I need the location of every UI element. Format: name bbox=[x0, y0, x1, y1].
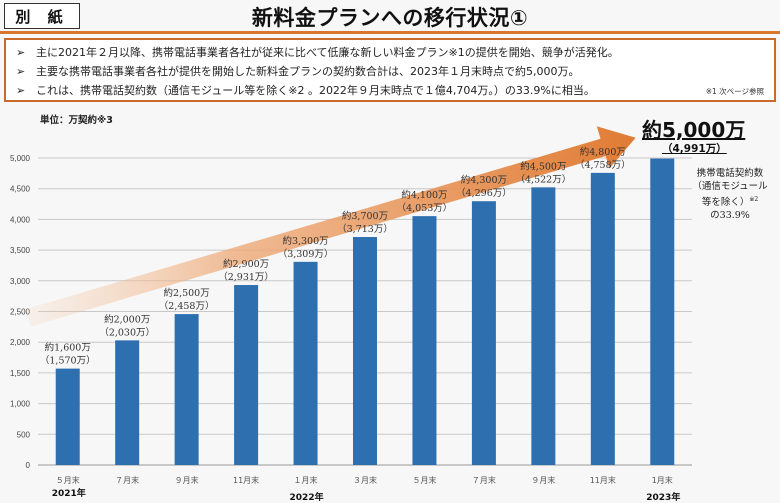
year-label: 2023年 bbox=[646, 493, 681, 503]
year-label: 2022年 bbox=[289, 493, 324, 503]
y-tick-label: 4,000 bbox=[10, 215, 31, 224]
data-label-exact: （4,522万） bbox=[516, 173, 572, 185]
data-label-approx: 約1,600万 bbox=[45, 342, 91, 354]
summary-text: 主に2021年２月以降、携帯電話事業者各社が従来に比べて低廉な新しい料金プラン※… bbox=[36, 46, 619, 59]
data-label-approx: 約3,300万 bbox=[282, 235, 328, 247]
y-tick-label: 2,500 bbox=[10, 308, 31, 317]
bar bbox=[234, 285, 259, 465]
y-tick-label: 4,500 bbox=[10, 185, 31, 194]
summary-text: これは、携帯電話契約数（通信モジュール等を除く※2 。2022年９月末時点で１億… bbox=[36, 84, 595, 97]
y-tick-label: 0 bbox=[26, 461, 31, 470]
unit-label: 単位：万契約※3 bbox=[40, 115, 113, 126]
bullet-arrow-icon: ➢ bbox=[16, 46, 26, 59]
bar bbox=[590, 172, 615, 465]
data-label-approx: 約2,500万 bbox=[164, 287, 210, 299]
x-tick-label: ７月末 bbox=[472, 475, 496, 485]
x-tick-label: ５月末 bbox=[412, 475, 436, 485]
x-tick-label: ７月末 bbox=[115, 475, 139, 485]
summary-line: ➢ 主に2021年２月以降、携帯電話事業者各社が従来に比べて低廉な新しい料金プラン… bbox=[16, 43, 766, 62]
data-label-approx: 約2,000万 bbox=[104, 313, 150, 325]
data-label-approx: 約4,100万 bbox=[401, 189, 447, 201]
data-label-exact: （2,030万） bbox=[99, 326, 155, 338]
data-label-exact: （3,713万） bbox=[337, 223, 393, 235]
x-tick-label: ９月末 bbox=[175, 475, 199, 485]
data-label-exact: （3,309万） bbox=[278, 248, 334, 260]
x-tick-label: 1月末 bbox=[652, 475, 673, 485]
footnote-ref: ※1 次ページ参照 bbox=[705, 87, 764, 96]
share-note-line: の33.9% bbox=[710, 210, 750, 222]
y-tick-label: 1,500 bbox=[10, 369, 31, 378]
x-tick-label: 11月末 bbox=[233, 475, 259, 485]
data-label-approx: 約4,300万 bbox=[461, 174, 507, 186]
y-tick-label: 2,000 bbox=[10, 338, 31, 347]
bars bbox=[55, 158, 675, 466]
bar bbox=[353, 237, 377, 465]
highlight-total-exact: （4,991万） bbox=[662, 143, 727, 155]
share-note-line: 携帯電話契約数 bbox=[696, 168, 764, 179]
y-tick-label: 5,000 bbox=[10, 154, 31, 163]
share-note: 携帯電話契約数 （通信モジュール 等を除く）※2 の33.9% bbox=[682, 167, 778, 222]
bar bbox=[115, 340, 140, 465]
bar bbox=[471, 201, 496, 466]
bar bbox=[293, 261, 318, 465]
share-note-line: 等を除く）※2 bbox=[701, 196, 759, 209]
bar bbox=[174, 314, 199, 465]
bullet-arrow-icon: ➢ bbox=[16, 65, 26, 78]
data-label-exact: （2,931万） bbox=[218, 271, 274, 283]
data-label-exact: （1,570万） bbox=[40, 355, 96, 367]
data-label-approx: 約2,900万 bbox=[223, 258, 269, 270]
x-tick-label: ９月末 bbox=[531, 475, 555, 485]
attachment-tag: 別 紙 bbox=[4, 3, 80, 29]
share-note-line: （通信モジュール bbox=[692, 181, 768, 192]
bar bbox=[531, 187, 556, 466]
data-label-approx: 約4,800万 bbox=[580, 146, 626, 158]
y-tick-label: 3,000 bbox=[10, 277, 31, 286]
summary-line: ➢ 主要な携帯電話事業者各社が提供を開始した新料金プランの契約数合計は、2023年… bbox=[16, 62, 766, 81]
y-axis: 0 500 1,000 1,500 2,000 2,500 3,000 3,500 4,000 4… bbox=[10, 154, 31, 470]
y-tick-label: 500 bbox=[17, 430, 31, 439]
x-axis: ５月末 ７月末 ９月末 11月末 １月末 ３月末 ５月末 ７月末 ９月末 11月末 1月末 bbox=[56, 475, 673, 485]
highlight-total: 約5,000万 bbox=[642, 118, 746, 142]
x-tick-label: ３月末 bbox=[353, 475, 377, 485]
bar bbox=[55, 368, 80, 465]
data-label-approx: 約4,500万 bbox=[520, 160, 566, 172]
bullet-arrow-icon: ➢ bbox=[16, 84, 26, 97]
data-label-approx: 約3,700万 bbox=[342, 210, 388, 222]
x-tick-label: ５月末 bbox=[56, 475, 80, 485]
data-labels: 約1,600万（1,570万）約2,000万（2,030万）約2,500万（2,… bbox=[40, 146, 631, 367]
title-divider bbox=[0, 31, 780, 34]
trend-arrow bbox=[25, 126, 636, 327]
x-tick-label: 11月末 bbox=[590, 475, 616, 485]
year-label: 2021年 bbox=[51, 489, 86, 499]
data-label-exact: （4,053万） bbox=[397, 202, 453, 214]
data-label-exact: （4,758万） bbox=[575, 159, 631, 171]
y-tick-label: 1,000 bbox=[10, 400, 31, 409]
x-tick-label: １月末 bbox=[294, 475, 318, 485]
summary-box: ➢ 主に2021年２月以降、携帯電話事業者各社が従来に比べて低廉な新しい料金プラン… bbox=[4, 38, 776, 102]
y-tick-label: 3,500 bbox=[10, 246, 31, 255]
bar bbox=[650, 158, 675, 465]
data-label-exact: （2,458万） bbox=[159, 300, 215, 312]
summary-line: ➢ これは、携帯電話契約数（通信モジュール等を除く※2 。2022年９月末時点で１… bbox=[16, 81, 766, 100]
trend-arrow-shape bbox=[25, 126, 636, 327]
summary-text: 主要な携帯電話事業者各社が提供を開始した新料金プランの契約数合計は、2023年１… bbox=[36, 65, 580, 78]
page-title: 新料金プランへの移行状況① bbox=[251, 6, 529, 30]
data-label-exact: （4,296万） bbox=[456, 187, 512, 199]
bar bbox=[412, 216, 437, 465]
